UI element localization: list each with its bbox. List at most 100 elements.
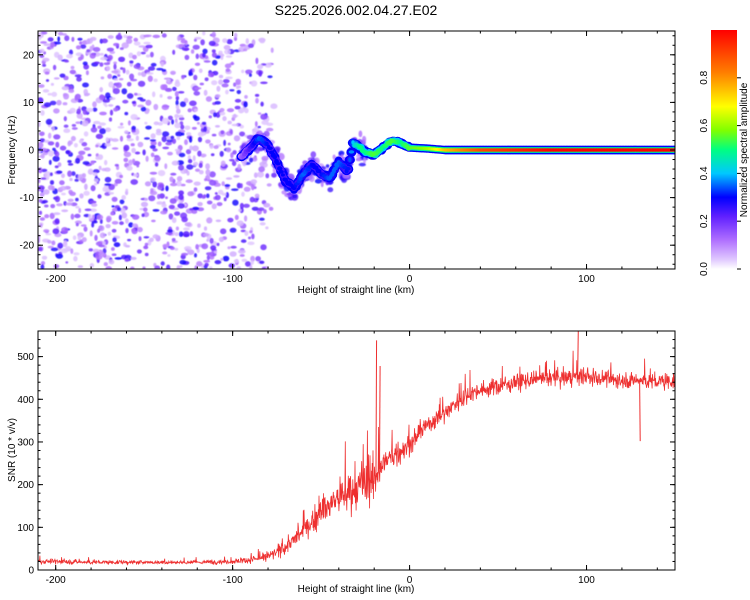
noise-blob: [142, 266, 146, 269]
noise-blob: [249, 196, 255, 203]
noise-blob: [152, 209, 160, 212]
noise-blob: [224, 63, 232, 69]
noise-blob: [205, 139, 211, 144]
noise-blob: [193, 91, 201, 96]
noise-blob: [187, 158, 193, 164]
noise-blob: [117, 74, 121, 77]
noise-blob: [203, 232, 210, 237]
noise-blob: [169, 176, 174, 183]
noise-blob: [118, 56, 126, 62]
noise-blob: [161, 136, 167, 143]
noise-blob: [136, 164, 140, 168]
noise-blob: [108, 81, 114, 88]
noise-blob: [125, 244, 130, 248]
noise-blob: [159, 193, 165, 199]
noise-blob: [51, 91, 58, 97]
noise-blob: [180, 183, 186, 187]
snr-panel: -200 -100 0 100 0 100 200 300 400 500 Height of …: [7, 330, 676, 595]
noise-blob: [236, 266, 242, 269]
noise-blob: [174, 211, 181, 216]
ridge-blob: [267, 146, 273, 150]
noise-blob: [218, 74, 224, 79]
noise-blob: [100, 52, 104, 56]
noise-blob: [143, 245, 149, 250]
noise-blob: [187, 191, 195, 197]
noise-blob: [109, 109, 114, 116]
noise-blob: [195, 53, 199, 60]
noise-blob: [192, 206, 200, 211]
scatter-blob: [310, 151, 317, 158]
noise-blob: [245, 69, 253, 75]
noise-blob: [200, 153, 207, 158]
noise-blob: [206, 217, 213, 224]
noise-blob: [201, 195, 206, 199]
noise-blob: [153, 78, 158, 83]
spectrogram-y-tick-label: 0: [28, 146, 34, 157]
noise-blob: [79, 193, 84, 199]
noise-blob: [70, 135, 76, 142]
noise-blob: [214, 101, 221, 105]
scatter-blob: [286, 192, 294, 196]
noise-blob: [114, 257, 123, 260]
noise-blob: [126, 165, 133, 171]
noise-blob: [185, 149, 192, 155]
noise-field: [38, 31, 278, 269]
noise-blob: [93, 178, 99, 183]
noise-blob: [229, 129, 233, 135]
noise-blob: [214, 94, 221, 98]
noise-blob: [52, 228, 60, 235]
noise-blob: [98, 165, 102, 171]
noise-blob: [198, 170, 204, 175]
noise-blob: [158, 183, 165, 188]
noise-blob: [181, 252, 189, 256]
noise-blob: [222, 79, 230, 84]
noise-blob: [39, 192, 45, 197]
noise-blob: [180, 39, 188, 44]
noise-blob: [174, 247, 179, 251]
noise-blob: [233, 113, 237, 119]
noise-blob: [53, 264, 60, 269]
noise-blob: [108, 192, 115, 195]
noise-blob: [80, 224, 87, 227]
noise-blob: [233, 135, 241, 142]
noise-blob: [47, 240, 52, 244]
snr-marks: [38, 331, 675, 566]
noise-blob: [148, 195, 156, 202]
noise-blob: [59, 145, 67, 151]
noise-blob: [261, 155, 269, 161]
noise-blob: [247, 241, 255, 246]
ridge-blob: [348, 150, 355, 154]
noise-blob: [55, 253, 64, 259]
noise-blob: [131, 228, 136, 233]
noise-blob: [214, 192, 218, 195]
noise-blob: [204, 178, 208, 182]
noise-blob: [263, 209, 267, 214]
noise-blob: [40, 41, 47, 44]
noise-blob: [99, 87, 103, 93]
noise-blob: [179, 265, 183, 268]
noise-blob: [114, 163, 119, 167]
noise-blob: [55, 141, 60, 148]
noise-blob: [38, 84, 45, 88]
noise-blob: [89, 52, 96, 59]
ridge-blob: [345, 167, 351, 171]
noise-blob: [223, 139, 227, 146]
noise-blob: [260, 101, 264, 107]
noise-blob: [250, 80, 258, 87]
noise-blob: [209, 144, 214, 149]
noise-blob: [90, 185, 96, 192]
noise-blob: [196, 261, 203, 267]
noise-blob: [225, 68, 231, 73]
noise-blob: [75, 45, 82, 50]
noise-blob: [102, 241, 106, 246]
noise-blob: [56, 170, 63, 174]
noise-blob: [243, 48, 248, 52]
noise-blob: [209, 237, 214, 244]
noise-blob: [238, 208, 242, 212]
noise-blob: [215, 112, 221, 118]
noise-blob: [49, 180, 55, 185]
snr-y-tick-label: 100: [17, 523, 34, 534]
ridge-blob: [348, 157, 352, 163]
noise-blob: [130, 143, 135, 147]
noise-blob: [193, 181, 201, 186]
